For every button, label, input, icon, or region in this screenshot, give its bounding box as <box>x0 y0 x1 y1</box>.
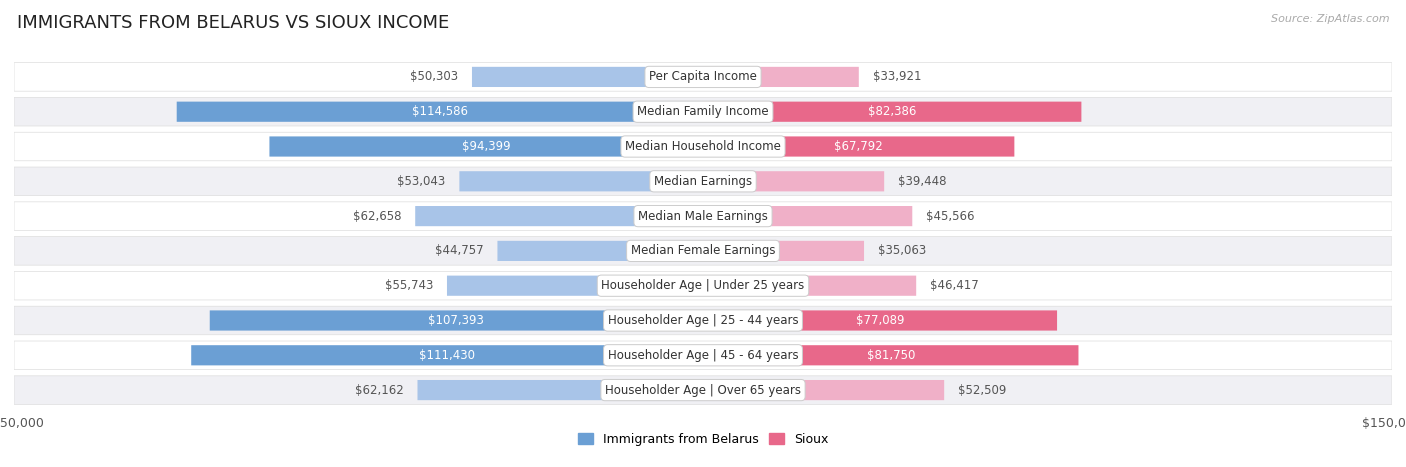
Text: $35,063: $35,063 <box>877 244 927 257</box>
Text: IMMIGRANTS FROM BELARUS VS SIOUX INCOME: IMMIGRANTS FROM BELARUS VS SIOUX INCOME <box>17 14 449 32</box>
Text: $94,399: $94,399 <box>463 140 510 153</box>
Text: Median Earnings: Median Earnings <box>654 175 752 188</box>
FancyBboxPatch shape <box>703 241 865 261</box>
FancyBboxPatch shape <box>191 345 703 365</box>
Text: $44,757: $44,757 <box>434 244 484 257</box>
FancyBboxPatch shape <box>14 341 1392 369</box>
Text: Median Household Income: Median Household Income <box>626 140 780 153</box>
FancyBboxPatch shape <box>14 202 1392 230</box>
FancyBboxPatch shape <box>472 67 703 87</box>
Text: $52,509: $52,509 <box>957 383 1007 396</box>
FancyBboxPatch shape <box>498 241 703 261</box>
Text: $62,658: $62,658 <box>353 210 402 223</box>
FancyBboxPatch shape <box>14 271 1392 300</box>
FancyBboxPatch shape <box>14 167 1392 196</box>
Text: $46,417: $46,417 <box>929 279 979 292</box>
FancyBboxPatch shape <box>209 311 703 331</box>
Text: $53,043: $53,043 <box>398 175 446 188</box>
FancyBboxPatch shape <box>447 276 703 296</box>
Text: $55,743: $55,743 <box>385 279 433 292</box>
Text: $62,162: $62,162 <box>354 383 404 396</box>
FancyBboxPatch shape <box>270 136 703 156</box>
Text: $77,089: $77,089 <box>856 314 904 327</box>
FancyBboxPatch shape <box>703 345 1078 365</box>
FancyBboxPatch shape <box>14 132 1392 161</box>
FancyBboxPatch shape <box>703 171 884 191</box>
Legend: Immigrants from Belarus, Sioux: Immigrants from Belarus, Sioux <box>572 428 834 451</box>
Text: Householder Age | 25 - 44 years: Householder Age | 25 - 44 years <box>607 314 799 327</box>
FancyBboxPatch shape <box>14 63 1392 91</box>
Text: $81,750: $81,750 <box>866 349 915 362</box>
Text: $45,566: $45,566 <box>927 210 974 223</box>
FancyBboxPatch shape <box>703 276 917 296</box>
Text: $39,448: $39,448 <box>898 175 946 188</box>
Text: Median Female Earnings: Median Female Earnings <box>631 244 775 257</box>
Text: $33,921: $33,921 <box>873 71 921 84</box>
Text: Householder Age | 45 - 64 years: Householder Age | 45 - 64 years <box>607 349 799 362</box>
FancyBboxPatch shape <box>703 380 945 400</box>
FancyBboxPatch shape <box>14 98 1392 126</box>
FancyBboxPatch shape <box>703 206 912 226</box>
Text: $111,430: $111,430 <box>419 349 475 362</box>
FancyBboxPatch shape <box>14 306 1392 335</box>
FancyBboxPatch shape <box>703 311 1057 331</box>
FancyBboxPatch shape <box>14 376 1392 404</box>
Text: $67,792: $67,792 <box>834 140 883 153</box>
FancyBboxPatch shape <box>418 380 703 400</box>
Text: $114,586: $114,586 <box>412 105 468 118</box>
Text: Source: ZipAtlas.com: Source: ZipAtlas.com <box>1271 14 1389 24</box>
FancyBboxPatch shape <box>703 102 1081 122</box>
Text: Median Family Income: Median Family Income <box>637 105 769 118</box>
Text: Householder Age | Under 25 years: Householder Age | Under 25 years <box>602 279 804 292</box>
FancyBboxPatch shape <box>703 67 859 87</box>
Text: Per Capita Income: Per Capita Income <box>650 71 756 84</box>
FancyBboxPatch shape <box>703 136 1014 156</box>
Text: Householder Age | Over 65 years: Householder Age | Over 65 years <box>605 383 801 396</box>
Text: $107,393: $107,393 <box>429 314 484 327</box>
FancyBboxPatch shape <box>177 102 703 122</box>
FancyBboxPatch shape <box>415 206 703 226</box>
FancyBboxPatch shape <box>14 237 1392 265</box>
Text: $82,386: $82,386 <box>868 105 917 118</box>
FancyBboxPatch shape <box>460 171 703 191</box>
Text: $50,303: $50,303 <box>411 71 458 84</box>
Text: Median Male Earnings: Median Male Earnings <box>638 210 768 223</box>
